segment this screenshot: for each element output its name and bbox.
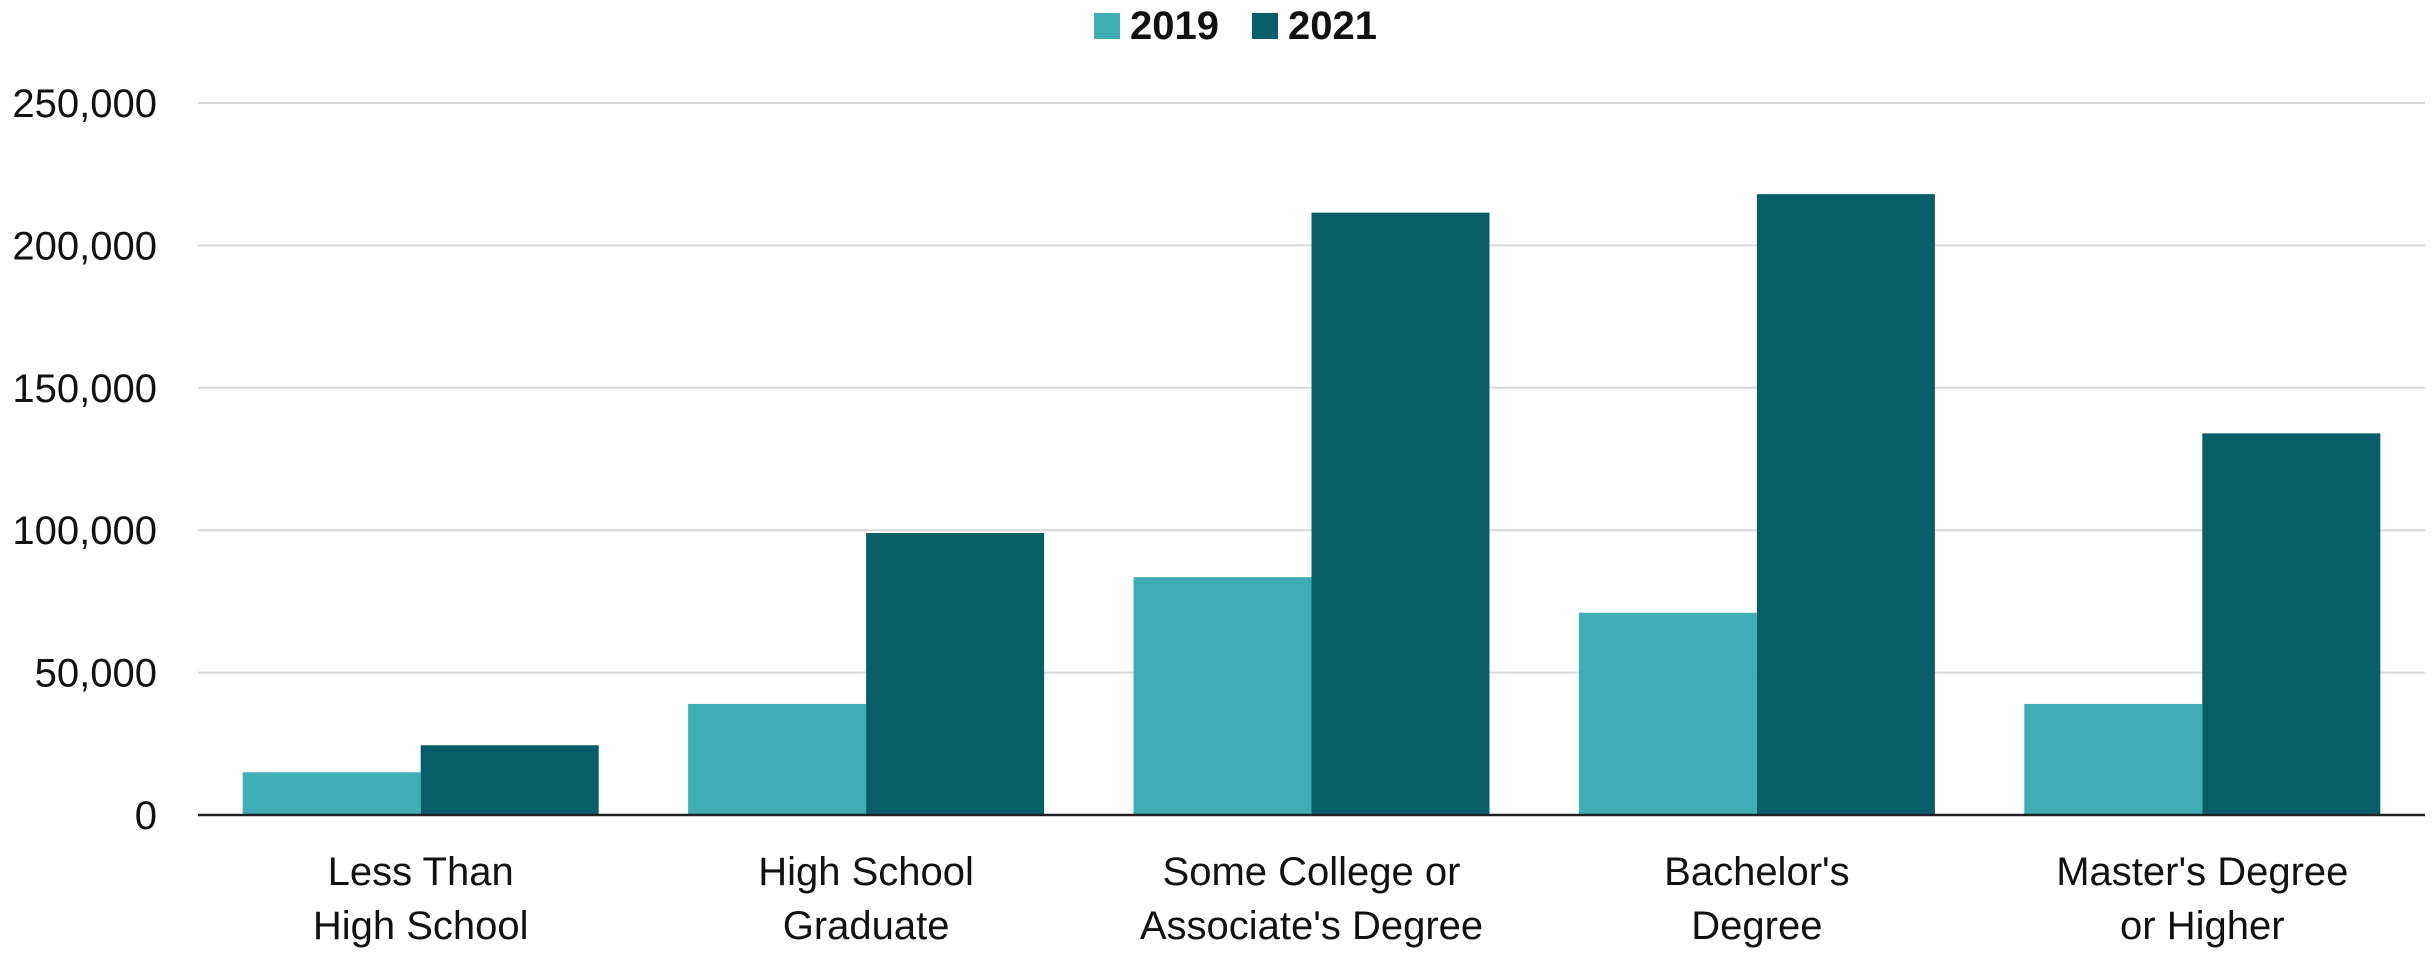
legend: 2019 2021 <box>1094 4 1377 48</box>
bar-2019-0 <box>242 772 421 815</box>
bar-2021-3 <box>1756 194 1935 816</box>
legend-item-2021: 2021 <box>1252 4 1377 48</box>
bar-2021-4 <box>2202 433 2381 815</box>
x-category-label: Some College or Associate's Degree <box>1140 850 1483 948</box>
x-axis-category-labels: Less Than High School High School Graduate S… <box>313 850 2349 948</box>
bar-2021-2 <box>1311 212 1490 815</box>
y-tick-label: 200,000 <box>12 224 157 268</box>
x-category-label: Less Than High School <box>313 850 529 948</box>
y-axis-ticks: 0 50,000 100,000 150,000 200,000 250,000 <box>12 82 157 838</box>
y-tick-label: 50,000 <box>35 652 157 696</box>
y-tick-label: 0 <box>135 794 157 838</box>
legend-label: 2021 <box>1288 4 1377 48</box>
legend-item-2019: 2019 <box>1094 4 1219 48</box>
bar-2021-1 <box>866 533 1045 815</box>
bar-2019-3 <box>1578 612 1757 815</box>
y-tick-label: 150,000 <box>12 367 157 411</box>
x-category-label: Master's Degree or Higher <box>2056 850 2348 948</box>
x-category-label: High School Graduate <box>758 850 974 948</box>
legend-swatch <box>1094 13 1120 39</box>
bar-2019-2 <box>1133 577 1312 815</box>
legend-swatch <box>1252 13 1278 39</box>
y-tick-label: 100,000 <box>12 509 157 553</box>
x-category-label: Bachelor's Degree <box>1664 850 1850 948</box>
bar-2019-1 <box>688 703 867 815</box>
bar-2021-0 <box>420 745 599 815</box>
y-tick-label: 250,000 <box>12 82 157 126</box>
legend-label: 2019 <box>1130 4 1219 48</box>
bar-2019-4 <box>2024 703 2203 815</box>
bars <box>242 194 2381 816</box>
